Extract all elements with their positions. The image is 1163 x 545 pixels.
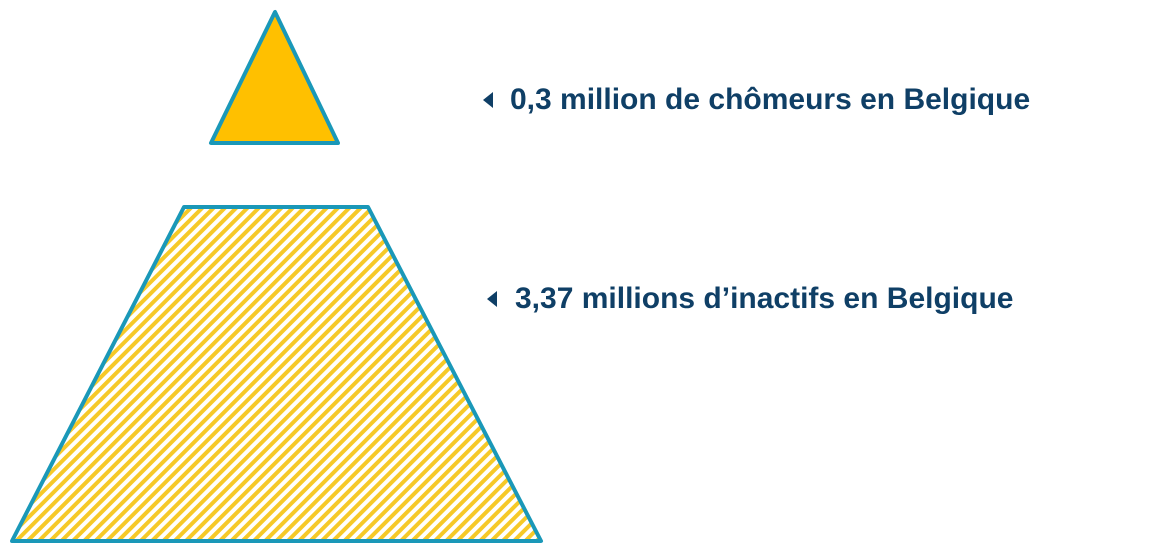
pointer-arrow [483, 92, 493, 108]
unemployed-triangle [209, 10, 340, 145]
unemployed-label: 0,3 million de chômeurs en Belgique [510, 83, 1030, 116]
inactive-label: 3,37 millions d’inactifs en Belgique [515, 282, 1013, 315]
pointer-arrow [487, 291, 497, 307]
inactive-trapezoid [10, 205, 543, 543]
